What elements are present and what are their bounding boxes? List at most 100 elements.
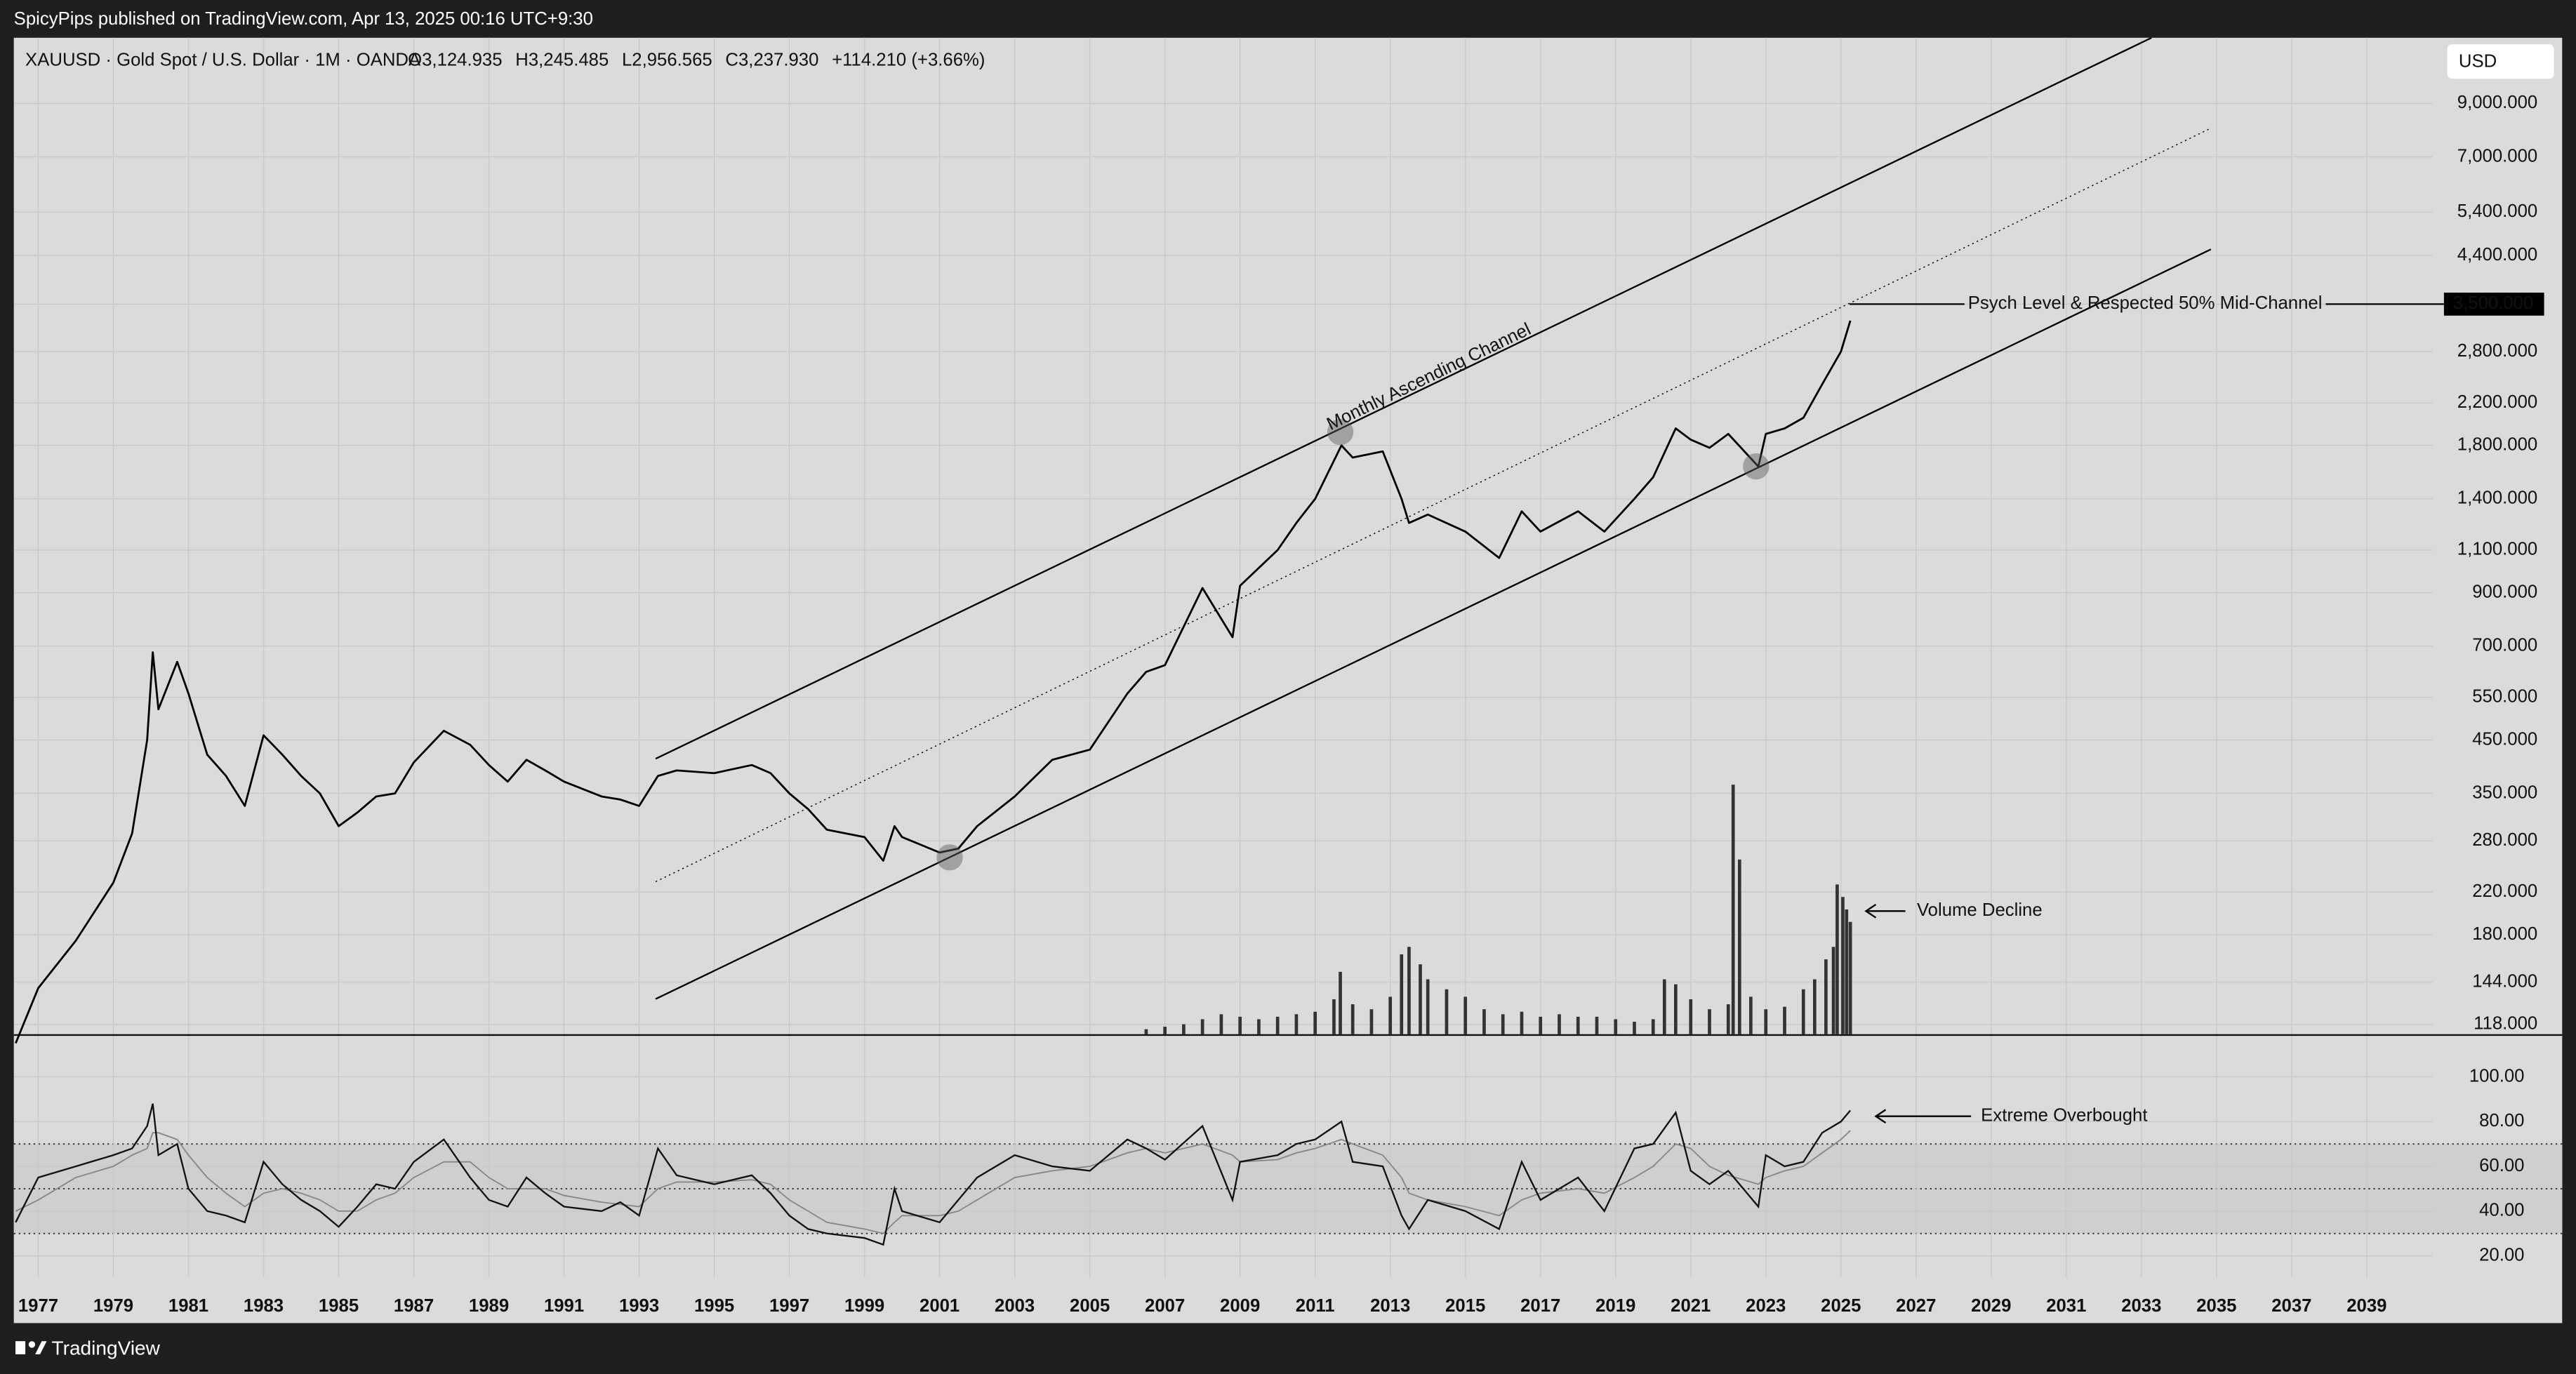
- y-tick-label: 4,400.000: [2457, 245, 2537, 265]
- volume-bar: [1835, 884, 1839, 1034]
- x-tick-label: 1991: [544, 1296, 584, 1316]
- y-tick-label: 1,400.000: [2457, 488, 2537, 508]
- rsi-ma: [15, 1130, 1851, 1234]
- x-tick-label: 1997: [769, 1296, 809, 1316]
- y-tick-label: 350.000: [2472, 782, 2537, 802]
- x-tick-label: 1985: [319, 1296, 359, 1316]
- x-tick-label: 2013: [1370, 1296, 1410, 1316]
- volume-bar: [1633, 1021, 1636, 1034]
- volume-bar: [1332, 999, 1336, 1034]
- volume-bar: [1219, 1014, 1223, 1034]
- volume-bar: [1339, 971, 1342, 1034]
- volume-bar: [1831, 947, 1835, 1034]
- y-tick-label: 700.000: [2472, 636, 2537, 655]
- x-tick-label: 2029: [1971, 1296, 2011, 1316]
- volume-bar: [1812, 979, 1817, 1034]
- y-tick-label: 118.000: [2474, 1014, 2537, 1034]
- volume-bar: [1257, 1019, 1261, 1034]
- x-tick-label: 2037: [2271, 1296, 2311, 1316]
- price-flag-label: 3,500.000: [2453, 293, 2533, 313]
- channel: [655, 37, 2212, 1000]
- volume-bar: [1539, 1016, 1543, 1034]
- volume-bar: [1400, 954, 1404, 1034]
- x-tick-label: 1983: [244, 1296, 284, 1316]
- y-tick-label: 450.000: [2472, 729, 2537, 749]
- x-tick-label: 2007: [1145, 1296, 1185, 1316]
- volume-bar: [1841, 897, 1845, 1034]
- volume-bar: [1501, 1014, 1505, 1034]
- x-tick-label: 1981: [168, 1296, 208, 1316]
- volume-bar: [1708, 1009, 1711, 1034]
- volume-bar: [1407, 947, 1411, 1034]
- volume-bar: [1614, 1019, 1618, 1034]
- x-tick-label: 2005: [1070, 1296, 1110, 1316]
- volume-bar: [1294, 1014, 1299, 1034]
- rsi-tick-label: 80.00: [2479, 1111, 2524, 1130]
- publisher: SpicyPips published on TradingView.com, …: [14, 9, 593, 29]
- ohlc-value: H3,245.485: [515, 50, 609, 69]
- volume-bar: [1426, 979, 1430, 1034]
- x-tick-label: 2039: [2346, 1296, 2386, 1316]
- volume-bar: [1737, 859, 1741, 1034]
- y-tick-label: 1,800.000: [2457, 435, 2537, 455]
- ohlc-value: C3,237.930: [725, 50, 818, 69]
- touch-point: [936, 844, 963, 871]
- x-tick-label: 1995: [694, 1296, 734, 1316]
- x-tick-label: 1977: [18, 1296, 58, 1316]
- volume-bar: [1689, 999, 1693, 1034]
- brand: TradingView: [52, 1337, 161, 1359]
- volume-bar: [1200, 1019, 1204, 1034]
- volume-bar: [1238, 1016, 1242, 1034]
- x-tick-label: 1979: [93, 1296, 133, 1316]
- x-tick-label: 2011: [1296, 1296, 1335, 1316]
- volume-note: Volume Decline: [1917, 900, 2043, 920]
- y-tick-label: 7,000.000: [2457, 146, 2537, 166]
- volume-bar: [1163, 1027, 1167, 1034]
- rsi-tick-label: 100.00: [2469, 1066, 2525, 1086]
- volume-bar: [1275, 1016, 1280, 1034]
- chart-bg: [13, 37, 2563, 1323]
- x-tick-label: 2017: [1520, 1296, 1560, 1316]
- y-tick-label: 9,000.000: [2457, 93, 2537, 112]
- x-tick-label: 1987: [394, 1296, 434, 1316]
- volume-bar: [1388, 996, 1393, 1034]
- x-tick-label: 2003: [995, 1296, 1035, 1316]
- price-flag: [2443, 293, 2544, 316]
- y-tick-label: 180.000: [2472, 924, 2537, 944]
- volume-bar: [1824, 959, 1828, 1034]
- volume-bar: [1369, 1009, 1374, 1034]
- y-tick-label: 1,100.000: [2457, 540, 2537, 559]
- x-tick-label: 1993: [619, 1296, 659, 1316]
- y-tick-label: 220.000: [2472, 881, 2537, 901]
- volume-bar: [1764, 1009, 1768, 1034]
- x-tick-label: 2025: [1821, 1296, 1861, 1316]
- x-tick-label: 2015: [1445, 1296, 1485, 1316]
- x-tick-label: 2023: [1746, 1296, 1786, 1316]
- volume-bar: [1801, 989, 1805, 1034]
- ohlc-value: O3,124.935: [408, 50, 502, 69]
- x-tick-label: 2019: [1595, 1296, 1635, 1316]
- footer: [13, 1323, 2576, 1374]
- rsi-line: [15, 1103, 1852, 1246]
- y-tick-label: 2,200.000: [2457, 392, 2537, 412]
- volume-bar: [1662, 979, 1666, 1034]
- currency[interactable]: USD: [2459, 52, 2497, 72]
- y-tick-label: 550.000: [2472, 687, 2537, 707]
- y-tick-label: 5,400.000: [2457, 201, 2537, 221]
- rsi-tick-label: 20.00: [2479, 1245, 2524, 1265]
- volume-bar: [1520, 1011, 1524, 1034]
- x-tick-label: 1999: [844, 1296, 884, 1316]
- rsi-tick-label: 60.00: [2479, 1156, 2524, 1175]
- arrow-head: [1874, 1109, 1887, 1124]
- currency-box[interactable]: [2447, 44, 2554, 79]
- volume-bar: [1674, 984, 1678, 1034]
- volume-bar: [1595, 1016, 1599, 1034]
- volume-bar: [1848, 921, 1852, 1034]
- rsi-tick-label: 40.00: [2479, 1201, 2524, 1220]
- grid: 1977 1979 1981 1983 1985 1987 1989 1991 1993 1995…: [13, 37, 2537, 1316]
- volume-bar: [1783, 1006, 1786, 1034]
- x-tick-label: 2031: [2046, 1296, 2086, 1316]
- price-line: [15, 320, 1852, 1044]
